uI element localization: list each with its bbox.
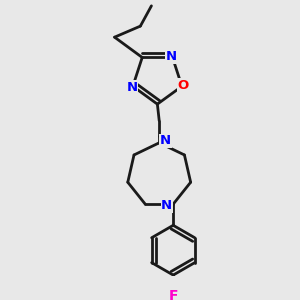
Text: F: F bbox=[169, 289, 178, 300]
Text: N: N bbox=[126, 81, 137, 94]
Text: N: N bbox=[161, 200, 172, 212]
Text: N: N bbox=[160, 134, 171, 148]
Text: N: N bbox=[166, 50, 177, 63]
Text: O: O bbox=[177, 79, 188, 92]
